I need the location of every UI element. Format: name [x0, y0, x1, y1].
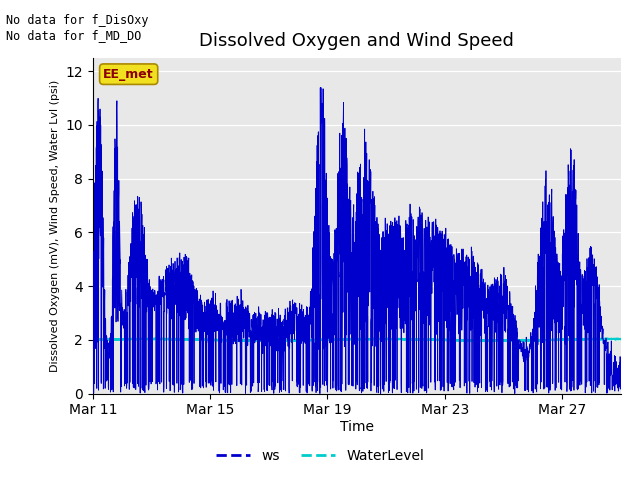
X-axis label: Time: Time: [340, 420, 374, 434]
Text: EE_met: EE_met: [104, 68, 154, 81]
Text: No data for f_DisOxy
No data for f_MD_DO: No data for f_DisOxy No data for f_MD_DO: [6, 14, 149, 42]
Y-axis label: Dissolved Oxygen (mV), Wind Speed, Water Lvl (psi): Dissolved Oxygen (mV), Wind Speed, Water…: [50, 80, 60, 372]
Legend: ws, WaterLevel: ws, WaterLevel: [210, 443, 430, 468]
Title: Dissolved Oxygen and Wind Speed: Dissolved Oxygen and Wind Speed: [200, 33, 514, 50]
